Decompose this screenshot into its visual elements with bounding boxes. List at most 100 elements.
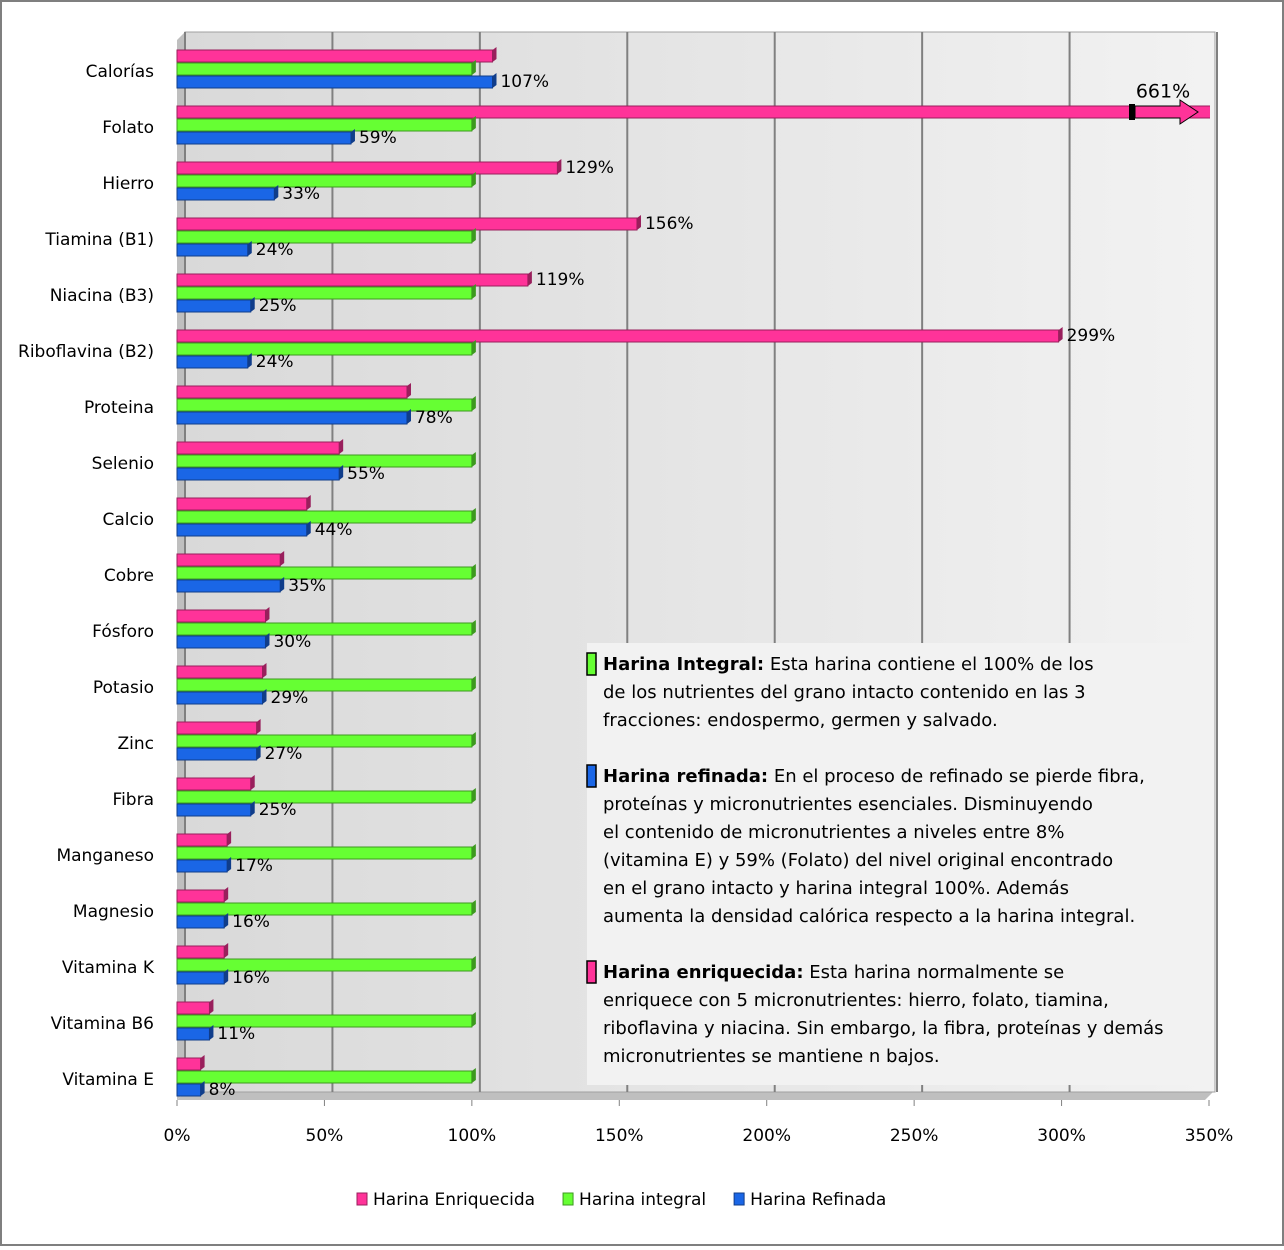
bar-side: [406, 383, 411, 398]
value-label: 78%: [415, 408, 453, 428]
bar: [176, 118, 473, 132]
annotation-line: Harina refinada: En el proceso de refina…: [603, 766, 1145, 787]
bar: [176, 523, 308, 537]
value-label: 30%: [273, 632, 311, 652]
value-label: 35%: [288, 576, 326, 596]
x-tick-label: 250%: [890, 1126, 939, 1146]
value-label: 29%: [271, 688, 309, 708]
bar: [176, 161, 558, 175]
bar-side: [471, 396, 476, 411]
value-label: 27%: [265, 744, 303, 764]
annotation: Harina Integral: Esta harina contiene el…: [586, 643, 1203, 1085]
bar: [176, 49, 493, 63]
annotation-marker: [586, 960, 597, 984]
bar-side: [250, 297, 255, 312]
y-tick-label: Potasio: [93, 678, 154, 698]
bar: [176, 902, 473, 916]
value-label: 299%: [1067, 326, 1116, 346]
value-label: 17%: [235, 856, 273, 876]
bar: [176, 1001, 210, 1015]
bar-side: [471, 60, 476, 75]
value-label: 661%: [1136, 81, 1190, 103]
bar: [176, 467, 340, 481]
annotation-line: micronutrientes se mantiene n bajos.: [603, 1046, 940, 1067]
annotation-line: Harina enriquecida: Esta harina normalme…: [603, 962, 1064, 983]
bar-side: [471, 1068, 476, 1083]
y-tick-label: Hierro: [102, 174, 154, 194]
value-label: 107%: [500, 72, 549, 92]
value-label: 156%: [645, 214, 694, 234]
bar-side: [306, 495, 311, 510]
legend-swatch: [562, 1192, 574, 1206]
bar-side: [471, 452, 476, 467]
bar-side: [209, 1025, 214, 1040]
bar: [176, 62, 473, 76]
bar: [176, 243, 249, 257]
annotation-line: de los nutrientes del grano intacto cont…: [603, 682, 1086, 703]
bar-side: [200, 1081, 205, 1096]
x-tick-label: 200%: [742, 1126, 791, 1146]
bar: [176, 286, 473, 300]
bar: [176, 299, 252, 313]
bar-side: [224, 943, 229, 958]
bar-side: [339, 465, 344, 480]
bar-side: [256, 719, 261, 734]
bar-side: [247, 241, 252, 256]
value-label: 55%: [347, 464, 385, 484]
bar-side: [306, 521, 311, 536]
bar-side: [262, 689, 267, 704]
bar-side: [265, 633, 270, 648]
y-tick-label: Zinc: [118, 734, 155, 754]
bar-side: [250, 801, 255, 816]
bar-side: [492, 47, 497, 62]
bar-side: [262, 663, 267, 678]
value-label: 8%: [209, 1080, 236, 1100]
bar-side: [471, 620, 476, 635]
x-tick-label: 0%: [164, 1126, 191, 1146]
legend-label: Harina Refinada: [750, 1190, 886, 1210]
bar-side: [527, 271, 532, 286]
bar: [176, 187, 275, 201]
bar: [176, 803, 252, 817]
bar-side: [471, 956, 476, 971]
bar: [176, 497, 308, 511]
bar: [176, 411, 408, 425]
bar-side: [274, 185, 279, 200]
bar-side: [471, 284, 476, 299]
y-tick-label: Manganeso: [56, 846, 154, 866]
y-tick-label: Riboflavina (B2): [18, 342, 154, 362]
x-tick-label: 150%: [595, 1126, 644, 1146]
bar: [176, 790, 473, 804]
y-tick-label: Fibra: [113, 790, 154, 810]
bar: [176, 75, 493, 89]
y-tick-label: Folato: [102, 118, 154, 138]
bar-side: [557, 159, 562, 174]
annotation-line: riboflavina y niacina. Sin embargo, la f…: [603, 1018, 1164, 1039]
overflow-arrow: [1134, 99, 1199, 125]
bar: [176, 355, 249, 369]
bar-side: [471, 1012, 476, 1027]
value-label: 25%: [259, 800, 297, 820]
bar-side: [471, 228, 476, 243]
bar-side: [227, 857, 232, 872]
value-label: 11%: [217, 1024, 255, 1044]
bar: [176, 1057, 202, 1071]
legend-label: Harina Enriquecida: [373, 1190, 535, 1210]
x-tick-label: 350%: [1185, 1126, 1234, 1146]
annotation-heading: Harina enriquecida:: [603, 962, 804, 983]
bar-side: [406, 409, 411, 424]
annotation-line: enriquece con 5 micronutrientes: hierro,…: [603, 990, 1109, 1011]
annotation-text: Esta harina normalmente se: [804, 962, 1065, 983]
annotation-line: el contenido de micronutrientes a nivele…: [603, 822, 1064, 843]
legend-swatch: [733, 1192, 745, 1206]
bar: [176, 833, 228, 847]
bar-side: [471, 676, 476, 691]
bar: [176, 105, 1210, 119]
annotation-line: (vitamina E) y 59% (Folato) del nivel or…: [603, 850, 1113, 871]
bar: [176, 889, 225, 903]
bar-side: [471, 116, 476, 131]
annotation-marker: [586, 652, 597, 676]
bar-side: [471, 564, 476, 579]
bar: [176, 721, 258, 735]
